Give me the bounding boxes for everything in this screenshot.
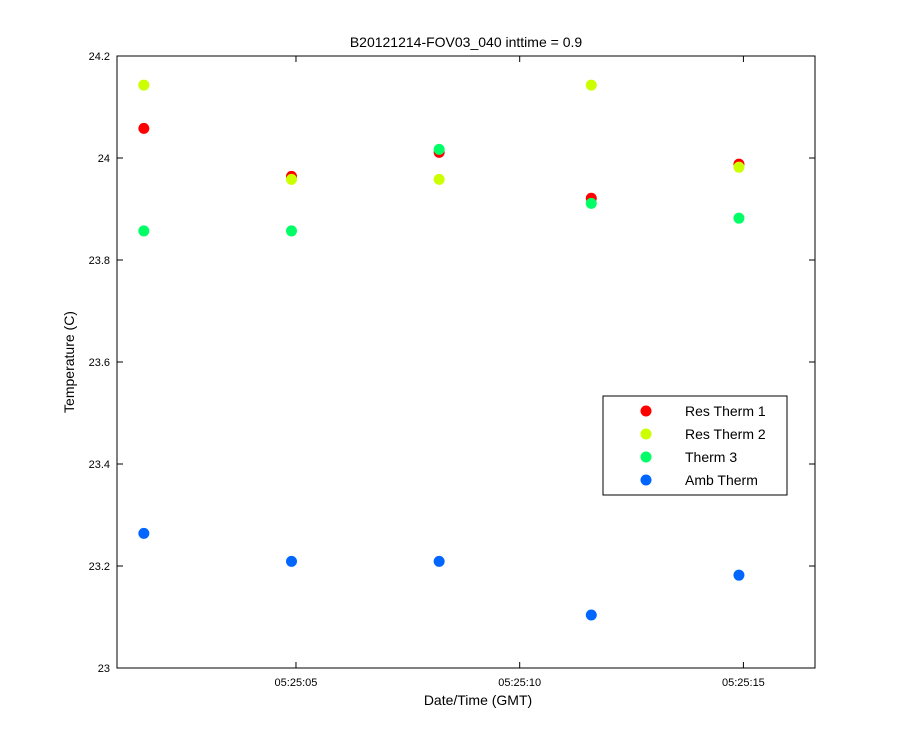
x-tick-label: 05:25:10 <box>498 677 541 689</box>
legend-label-res-therm-2: Res Therm 2 <box>685 426 766 442</box>
x-axis: 05:25:05 05:25:10 05:25:15 <box>275 56 765 689</box>
legend-label-res-therm-1: Res Therm 1 <box>685 403 766 419</box>
y-axis: 23 23.2 23.4 23.6 23.8 24 24.2 <box>89 51 815 675</box>
point-therm-3 <box>286 225 297 237</box>
y-tick-label: 23.8 <box>89 255 110 267</box>
legend-box <box>602 395 788 496</box>
point-amb-therm <box>585 609 597 621</box>
point-therm-3 <box>733 212 745 224</box>
point-res-therm-2 <box>138 79 150 91</box>
x-tick-label: 05:25:15 <box>722 677 765 689</box>
point-amb-therm <box>138 527 150 539</box>
point-res-therm-2 <box>733 161 745 173</box>
y-tick-label: 23.2 <box>89 561 110 573</box>
y-axis-label: Temperature (C) <box>61 311 77 413</box>
point-amb-therm <box>286 555 297 567</box>
x-tick-label: 05:25:05 <box>275 677 318 689</box>
x-axis-label: Date/Time (GMT) <box>424 692 532 708</box>
point-res-therm-2 <box>433 173 445 185</box>
point-amb-therm <box>733 569 745 581</box>
y-tick-label: 23.6 <box>89 357 110 369</box>
point-res-therm-2 <box>585 79 597 91</box>
y-tick-label: 23.4 <box>89 459 110 471</box>
plot-area <box>116 55 816 669</box>
point-therm-3 <box>585 197 597 209</box>
legend: Res Therm 1 Res Therm 2 Therm 3 Amb Therm <box>602 395 788 496</box>
point-res-therm-2 <box>286 173 297 185</box>
legend-label-therm-3: Therm 3 <box>685 449 737 465</box>
legend-marker-amb-therm <box>640 474 652 486</box>
point-therm-3 <box>433 143 445 155</box>
y-tick-label: 23 <box>98 663 110 675</box>
legend-marker-res-therm-1 <box>640 405 652 417</box>
chart-title: B20121214-FOV03_040 inttime = 0.9 <box>350 34 583 50</box>
point-amb-therm <box>433 555 445 567</box>
legend-marker-res-therm-2 <box>640 428 652 440</box>
data-points <box>138 79 745 621</box>
point-therm-3 <box>138 225 150 237</box>
y-tick-label: 24 <box>98 153 110 165</box>
legend-label-amb-therm: Amb Therm <box>685 472 758 488</box>
y-tick-label: 24.2 <box>89 51 110 63</box>
legend-marker-therm-3 <box>640 451 652 463</box>
point-res-therm-1 <box>138 122 150 134</box>
